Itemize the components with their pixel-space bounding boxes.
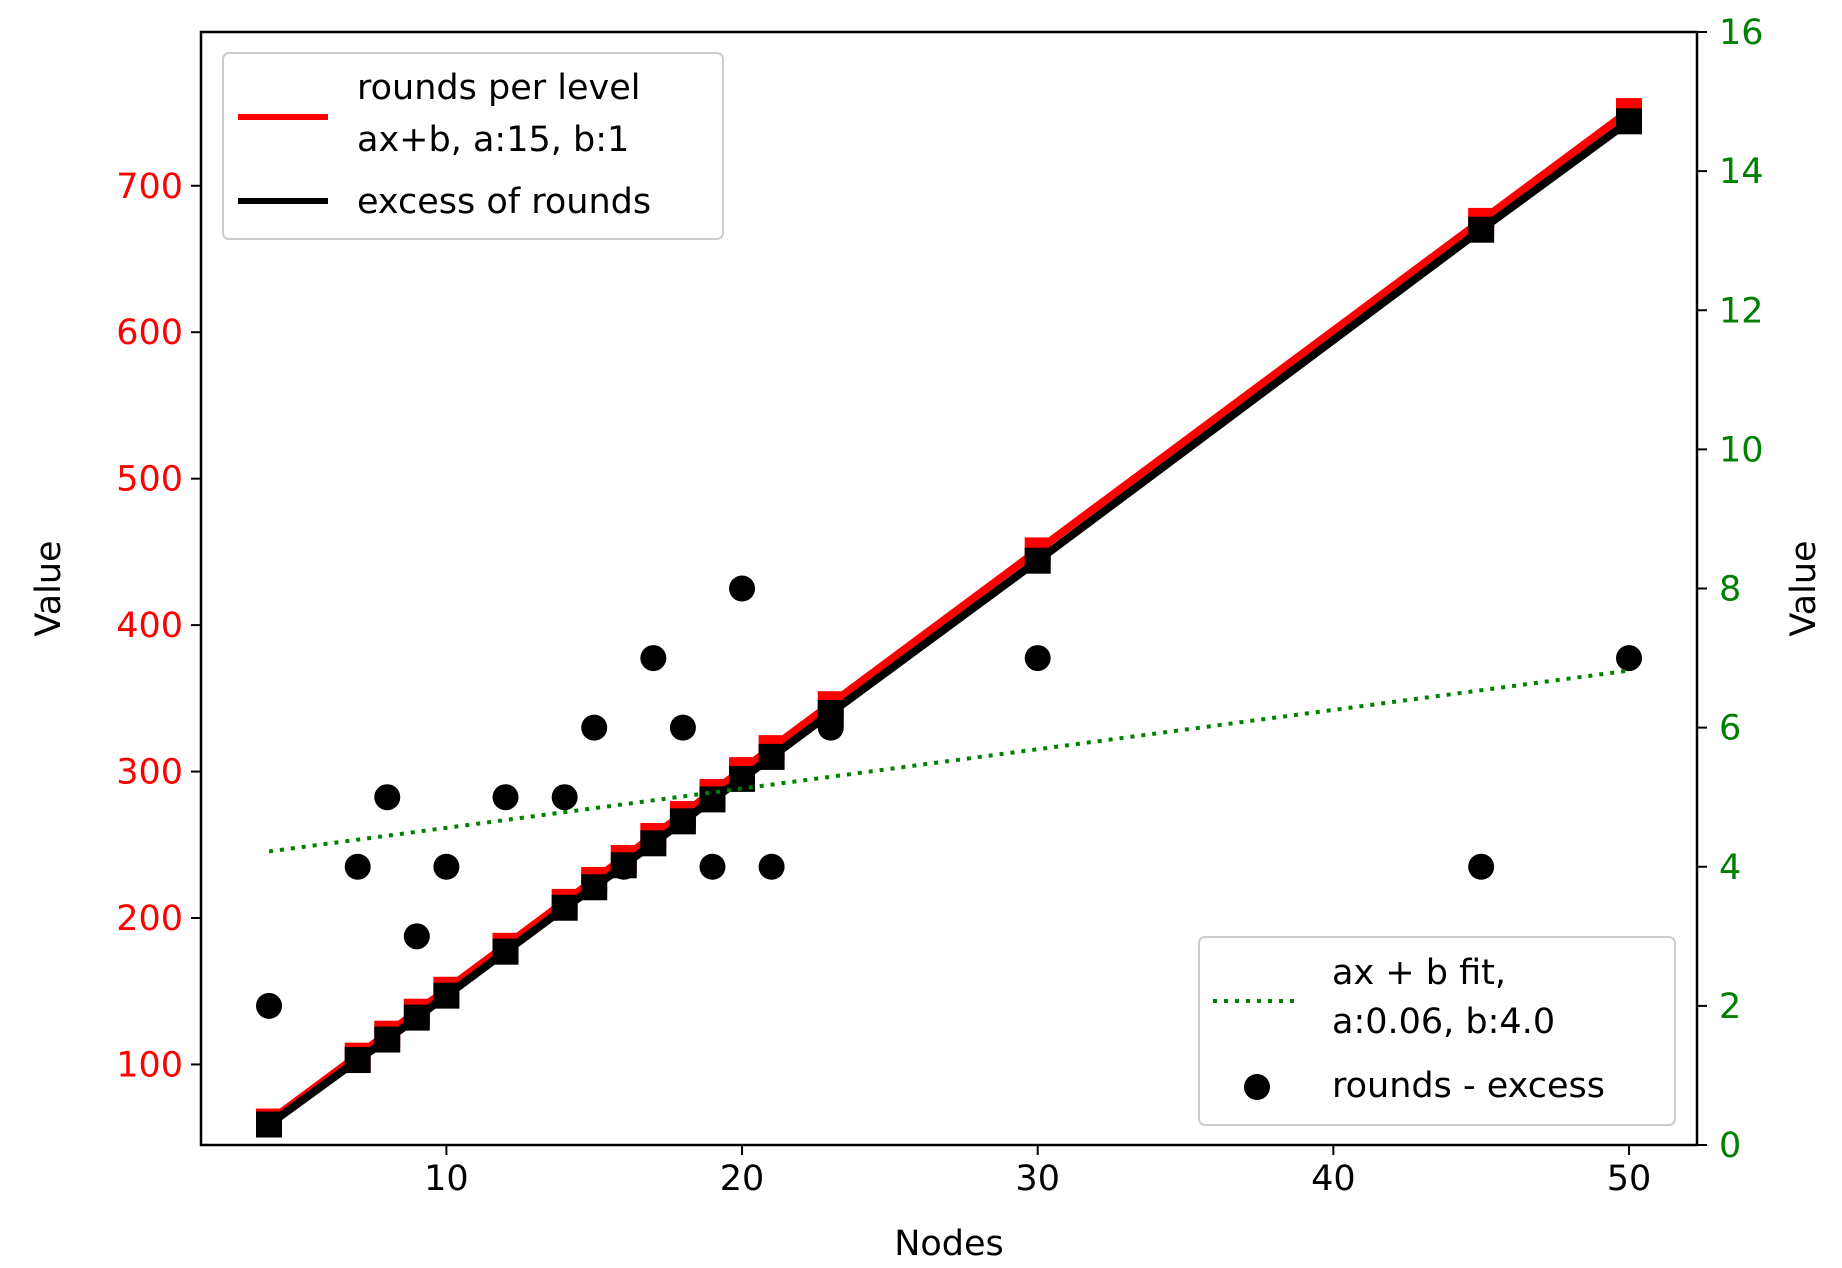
square-marker xyxy=(551,894,578,921)
legend-box xyxy=(222,52,724,240)
scatter-point xyxy=(344,853,371,880)
series-3 xyxy=(268,668,1630,854)
scatter-point xyxy=(1024,645,1051,672)
legend-label: excess of rounds xyxy=(357,182,651,222)
right-tick-label: 12 xyxy=(1719,291,1764,331)
left-tick-label: 100 xyxy=(116,1045,183,1085)
right-tick-label: 16 xyxy=(1719,13,1764,53)
square-marker xyxy=(1616,108,1642,135)
x-tick-label: 20 xyxy=(720,1159,765,1199)
scatter-point xyxy=(758,853,785,880)
square-marker xyxy=(403,1004,430,1031)
right-axis-label: Value xyxy=(1784,540,1824,636)
square-marker xyxy=(699,786,726,813)
scatter-point xyxy=(699,853,726,880)
right-tick-label: 0 xyxy=(1719,1126,1741,1166)
square-marker xyxy=(581,874,608,901)
x-tick-label: 50 xyxy=(1607,1159,1652,1199)
series-1 xyxy=(256,108,1642,1138)
scatter-point xyxy=(551,784,578,811)
square-marker xyxy=(344,1047,371,1074)
legend-lower-right: ax + b fit, a:0.06, b:4.0 rounds - excess xyxy=(1198,936,1676,1126)
right-tick-label: 2 xyxy=(1719,987,1741,1027)
scatter-point xyxy=(256,992,282,1019)
scatter-point xyxy=(640,645,667,672)
legend-label: a:0.06, b:4.0 xyxy=(1332,1002,1555,1042)
scatter-point xyxy=(610,853,637,880)
right-tick-label: 8 xyxy=(1719,570,1741,610)
square-marker xyxy=(1024,547,1051,574)
scatter-point xyxy=(492,784,519,811)
square-marker xyxy=(374,1026,401,1053)
scatter-point xyxy=(817,714,844,741)
square-marker xyxy=(256,1111,282,1138)
scatter-point xyxy=(433,853,460,880)
legend-layer: rounds per level ax+b, a:15, b:1 excess of… xyxy=(222,52,1676,1126)
left-tick-label: 500 xyxy=(116,460,183,500)
series-2 xyxy=(256,575,1642,1019)
scatter-point xyxy=(374,784,401,811)
square-marker xyxy=(640,830,667,857)
square-marker xyxy=(492,938,519,965)
legend-upper-left: rounds per level ax+b, a:15, b:1 excess of… xyxy=(222,52,724,240)
square-marker xyxy=(1468,216,1495,243)
x-tick-label: 30 xyxy=(1015,1159,1060,1199)
scatter-point xyxy=(669,714,696,741)
scatter-point xyxy=(581,714,608,741)
left-tick-label: 400 xyxy=(116,606,183,646)
legend-label: ax + b fit, xyxy=(1332,953,1506,993)
right-tick-label: 10 xyxy=(1719,430,1764,470)
legend-label: rounds - excess xyxy=(1332,1066,1605,1106)
series-layer xyxy=(256,98,1642,1138)
x-tick-label: 10 xyxy=(424,1159,469,1199)
scatter-point xyxy=(403,923,430,950)
x-tick-label: 40 xyxy=(1311,1159,1356,1199)
scatter-point xyxy=(1616,645,1642,672)
legend-swatch xyxy=(1244,1074,1270,1100)
left-tick-label: 600 xyxy=(116,313,183,353)
scatter-point xyxy=(1468,853,1495,880)
right-tick-label: 6 xyxy=(1719,709,1741,749)
x-axis-label: Nodes xyxy=(894,1224,1004,1264)
scatter-point xyxy=(729,575,756,602)
right-tick-label: 4 xyxy=(1719,848,1741,888)
legend-label: ax+b, a:15, b:1 xyxy=(357,120,629,160)
legend-label: rounds per level xyxy=(357,68,640,108)
legend-box xyxy=(1198,936,1676,1126)
fit-line xyxy=(268,668,1630,854)
square-marker xyxy=(433,982,460,1009)
left-tick-label: 300 xyxy=(116,753,183,793)
left-axis-label: Value xyxy=(29,540,69,636)
square-marker xyxy=(758,743,785,770)
left-tick-label: 700 xyxy=(116,167,183,207)
right-tick-label: 14 xyxy=(1719,152,1764,192)
square-marker xyxy=(669,808,696,835)
left-tick-label: 200 xyxy=(116,899,183,939)
